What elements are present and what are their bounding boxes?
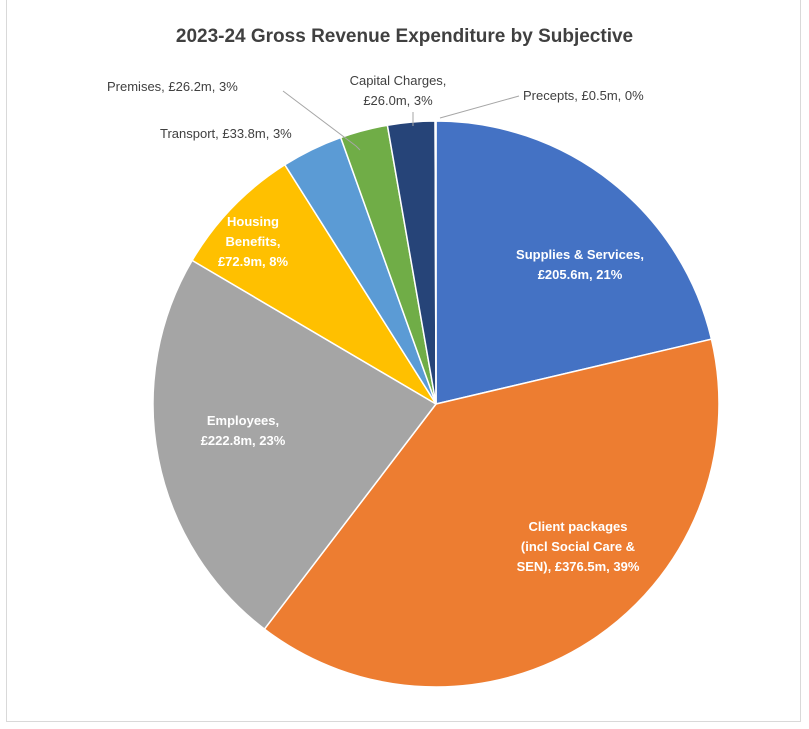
data-label-housing-benefits: Housing Benefits, £72.9m, 8% bbox=[218, 214, 289, 269]
data-label-employees: Employees, £222.8m, 23% bbox=[201, 413, 286, 448]
data-label-precepts: Precepts, £0.5m, 0% bbox=[523, 88, 644, 103]
data-label-capital-charges: Capital Charges, £26.0m, 3% bbox=[350, 73, 447, 108]
pie-slice-housing-benefits bbox=[191, 163, 437, 405]
data-label-transport: Transport, £33.8m, 3% bbox=[160, 126, 292, 141]
chart-title: 2023-24 Gross Revenue Expenditure by Sub… bbox=[175, 26, 634, 47]
pie-slice-employees bbox=[152, 259, 438, 631]
pie-slice-client-packages-incl-social-care-sen bbox=[263, 338, 720, 688]
leader-line-premises bbox=[282, 90, 361, 151]
data-label-premises: Premises, £26.2m, 3% bbox=[107, 79, 238, 94]
data-label-supplies-services: Supplies & Services, £205.6m, 21% bbox=[516, 247, 644, 282]
pie-slice-supplies-services bbox=[435, 120, 713, 405]
pie-slice-precepts bbox=[434, 120, 437, 405]
leader-line-precepts bbox=[439, 95, 520, 119]
data-label-client-packages-incl-social-care-sen: Client packages (incl Social Care & SEN), … bbox=[517, 519, 640, 574]
